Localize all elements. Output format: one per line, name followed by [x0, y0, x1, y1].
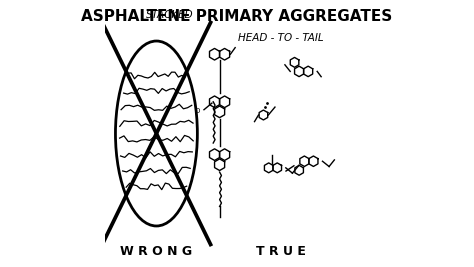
Text: STACKED: STACKED: [146, 10, 193, 20]
Text: W R O N G: W R O N G: [120, 245, 192, 258]
Text: T R U E: T R U E: [255, 245, 306, 258]
Text: O: O: [195, 108, 200, 114]
Text: ASPHALTENE PRIMARY AGGREGATES: ASPHALTENE PRIMARY AGGREGATES: [82, 9, 392, 24]
Text: HEAD - TO - TAIL: HEAD - TO - TAIL: [238, 33, 323, 43]
